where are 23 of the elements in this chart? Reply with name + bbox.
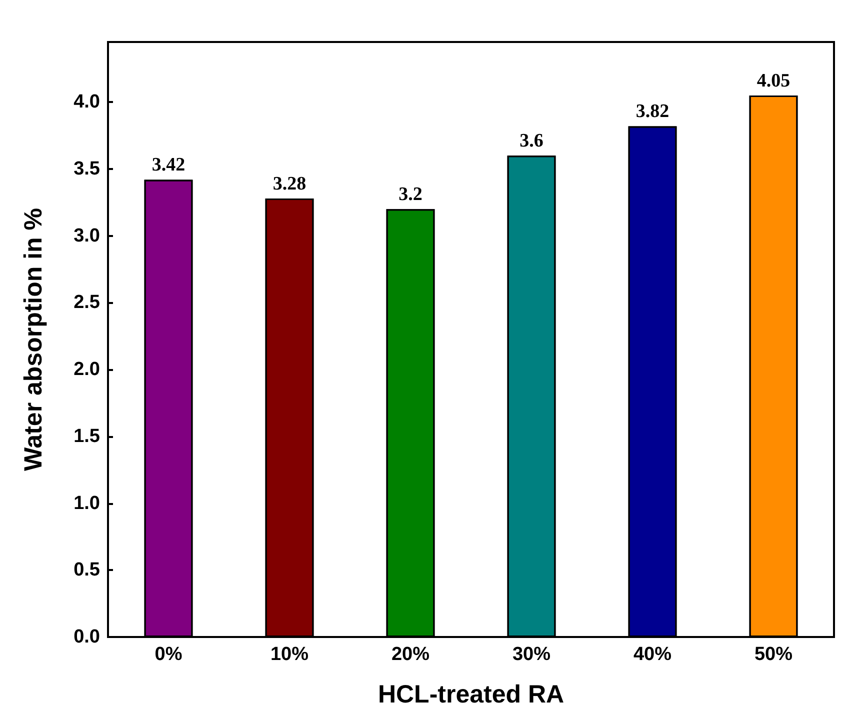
y-tick-label: 2.0 bbox=[74, 359, 100, 380]
y-tick-label: 1.0 bbox=[74, 492, 100, 514]
x-tick-label: 20% bbox=[391, 644, 430, 665]
x-tick-label: 40% bbox=[633, 644, 672, 665]
x-tick-label: 10% bbox=[270, 644, 309, 665]
x-tick-label: 50% bbox=[754, 644, 793, 665]
y-tick-label: 3.5 bbox=[74, 158, 100, 180]
y-tick-label: 0.0 bbox=[74, 626, 100, 648]
data-label: 3.42 bbox=[152, 154, 186, 176]
data-label: 3.28 bbox=[272, 173, 306, 194]
x-tick-label: 0% bbox=[154, 644, 182, 665]
y-tick-label: 1.5 bbox=[74, 426, 100, 447]
y-tick-label: 4.0 bbox=[74, 92, 100, 113]
x-tick-label: 30% bbox=[512, 644, 551, 665]
data-label: 3.82 bbox=[636, 101, 670, 122]
y-tick-label: 0.5 bbox=[74, 560, 100, 581]
x-axis-title: HCL-treated RA bbox=[378, 680, 564, 708]
data-label: 3.2 bbox=[398, 184, 422, 206]
data-label: 3.6 bbox=[520, 130, 544, 152]
data-label: 4.05 bbox=[756, 70, 790, 92]
y-axis-title: Water absorption in % bbox=[20, 208, 48, 471]
y-tick-label: 3.0 bbox=[74, 225, 100, 246]
y-tick-label: 2.5 bbox=[74, 292, 100, 314]
